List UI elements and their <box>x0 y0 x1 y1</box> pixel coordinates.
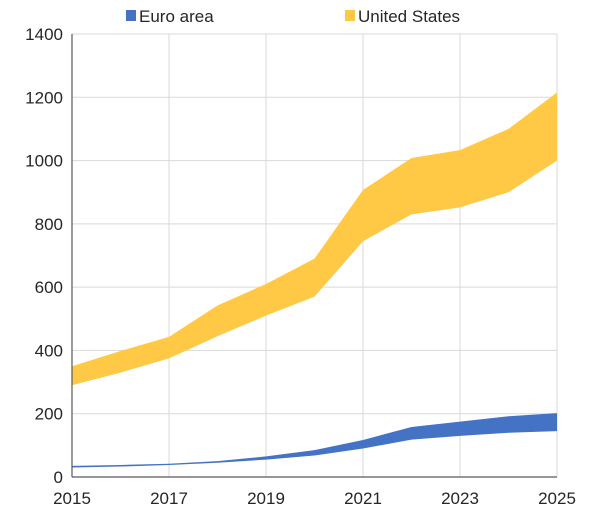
y-tick-label: 1200 <box>25 88 63 107</box>
x-tick-label: 2025 <box>538 489 576 508</box>
legend-label: Euro area <box>139 7 214 26</box>
tick-labels: 0 200 400 600 800 1000 1200 1400 2015 2017 2019 202… <box>25 25 576 508</box>
x-tick-label: 2023 <box>441 489 479 508</box>
x-tick-label: 2015 <box>53 489 91 508</box>
legend-swatch <box>345 10 355 21</box>
y-tick-label: 600 <box>35 278 63 297</box>
y-tick-label: 0 <box>54 468 63 487</box>
y-tick-label: 1000 <box>25 152 63 171</box>
y-tick-label: 200 <box>35 405 63 424</box>
legend: Euro area United States <box>126 7 460 26</box>
gridlines <box>72 33 558 477</box>
band-euro-area <box>72 413 557 468</box>
y-tick-label: 800 <box>35 215 63 234</box>
y-tick-label: 1400 <box>25 25 63 44</box>
band-united-states <box>72 92 557 386</box>
y-tick-label: 400 <box>35 341 63 360</box>
legend-swatch <box>126 10 136 21</box>
legend-label: United States <box>358 7 460 26</box>
x-tick-label: 2021 <box>344 489 382 508</box>
axes <box>71 34 557 478</box>
x-tick-label: 2017 <box>150 489 188 508</box>
plot-area <box>72 92 557 468</box>
x-tick-label: 2019 <box>247 489 285 508</box>
